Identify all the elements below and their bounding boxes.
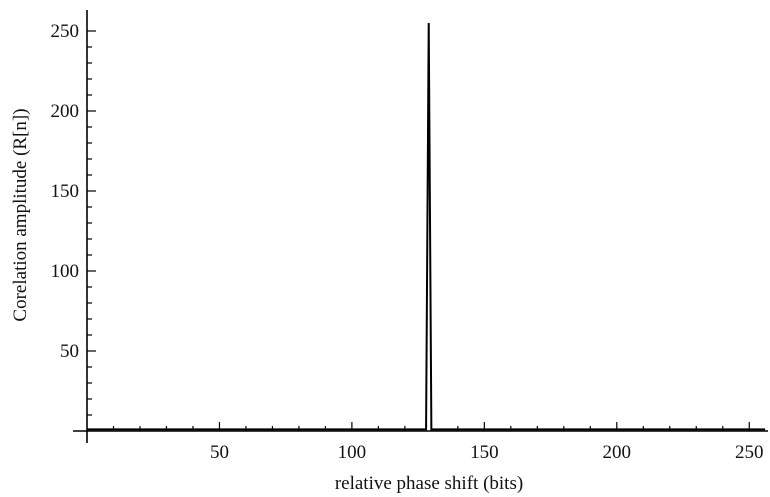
x-tick-label: 200	[603, 442, 632, 463]
y-tick-label: 50	[60, 341, 79, 362]
y-tick-label: 200	[51, 101, 80, 122]
x-tick-label: 250	[735, 442, 764, 463]
x-tick-label: 150	[470, 442, 499, 463]
plot-area	[87, 22, 766, 431]
y-tick-label: 150	[51, 181, 80, 202]
x-axis-title: relative phase shift (bits)	[335, 473, 523, 494]
y-tick-label: 100	[51, 261, 80, 282]
correlation-series-line	[87, 22, 766, 431]
y-axis-title: Corelation amplitude (R[n])	[10, 108, 31, 321]
x-axis: 50 100 150 200 250	[73, 422, 768, 463]
x-tick-label: 100	[338, 442, 367, 463]
y-tick-label: 250	[51, 21, 80, 42]
y-axis: 50 100 150 200 250	[51, 10, 96, 443]
x-tick-label: 50	[210, 442, 229, 463]
